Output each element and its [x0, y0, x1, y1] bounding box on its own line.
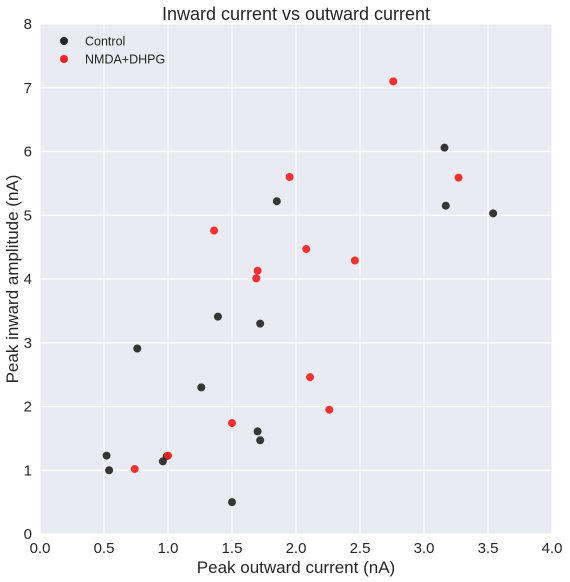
data-point — [272, 197, 281, 206]
legend-label: Control — [85, 35, 125, 49]
legend: Control NMDA+DHPG — [60, 35, 165, 67]
data-point — [325, 405, 334, 414]
x-tick-label: 3.5 — [478, 540, 499, 557]
data-point — [252, 274, 261, 283]
y-tick-label: 3 — [24, 335, 32, 352]
chart-title: Inward current vs outward current — [162, 4, 430, 24]
data-point — [130, 464, 139, 473]
x-tick-label: 0.5 — [94, 540, 115, 557]
legend-marker — [60, 55, 68, 63]
data-point — [164, 451, 172, 460]
x-tick-label: 1.5 — [222, 540, 243, 557]
y-tick-label: 1 — [24, 462, 32, 479]
data-point — [102, 451, 111, 460]
data-point — [441, 201, 450, 210]
data-point — [197, 383, 206, 392]
x-axis-title: Peak outward current (nA) — [197, 558, 395, 577]
data-point — [228, 498, 236, 507]
data-point — [256, 436, 265, 445]
data-point — [440, 143, 449, 152]
data-point — [389, 77, 398, 86]
data-point — [210, 226, 219, 235]
y-tick-label: 4 — [24, 271, 32, 288]
x-tick-label: 3.0 — [414, 540, 435, 557]
data-point — [213, 312, 222, 321]
grid-lines — [39, 23, 553, 535]
data-point — [302, 245, 311, 254]
data-point — [228, 419, 236, 428]
data-point — [253, 427, 262, 436]
legend-marker — [60, 37, 68, 45]
data-point — [350, 256, 359, 265]
data-point — [306, 373, 315, 382]
data-point — [253, 266, 262, 275]
x-tick-label: 4.0 — [542, 540, 563, 557]
data-point — [285, 173, 294, 181]
y-axis-ticks: 0 1 2 3 4 5 6 7 8 — [24, 16, 32, 543]
y-tick-label: 8 — [24, 16, 32, 33]
x-axis-ticks: 0.0 0.5 1.0 1.5 2.0 2.5 3.0 3.5 4.0 — [30, 540, 563, 557]
y-tick-label: 6 — [24, 144, 32, 161]
x-tick-label: 0.0 — [30, 540, 51, 557]
data-point — [133, 344, 142, 353]
x-tick-label: 2.5 — [350, 540, 371, 557]
y-tick-label: 2 — [24, 399, 32, 416]
data-point — [105, 466, 114, 475]
y-tick-label: 0 — [24, 526, 32, 543]
y-tick-label: 7 — [24, 80, 32, 97]
x-tick-label: 2.0 — [286, 540, 307, 557]
x-tick-label: 1.0 — [158, 540, 179, 557]
y-axis-title: Peak inward amplitude (nA) — [3, 175, 22, 384]
data-point — [256, 319, 265, 328]
data-point — [489, 209, 498, 218]
data-point — [454, 173, 463, 182]
y-tick-label: 5 — [24, 207, 32, 224]
legend-label: NMDA+DHPG — [85, 53, 165, 67]
data-points — [102, 77, 498, 507]
